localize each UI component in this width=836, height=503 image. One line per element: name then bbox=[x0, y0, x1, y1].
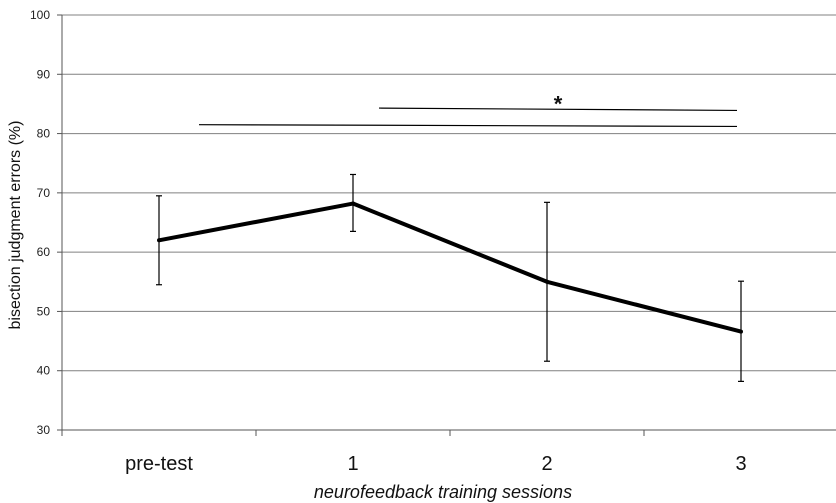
x-tick-label-0: pre-test bbox=[125, 453, 193, 475]
gridlines bbox=[62, 14, 836, 372]
y-tick-label-60: 60 bbox=[37, 245, 51, 259]
y-tick-label-40: 40 bbox=[37, 364, 51, 378]
data-point-0 bbox=[157, 238, 161, 243]
y-tick-label-50: 50 bbox=[37, 304, 51, 318]
data-point-1 bbox=[351, 201, 355, 206]
y-tick-label-70: 70 bbox=[37, 186, 51, 200]
y-axis-ticks: 30 40 50 60 70 80 90 100 bbox=[30, 8, 63, 437]
y-axis-label: bisection judgment errors (%) bbox=[7, 121, 24, 330]
y-tick-label-100: 100 bbox=[30, 8, 50, 22]
series-line bbox=[158, 201, 742, 334]
x-axis-label: neurofeedback training sessions bbox=[314, 482, 572, 502]
y-tick-label-80: 80 bbox=[37, 127, 51, 141]
x-axis: pre-test 1 2 3 bbox=[61, 429, 836, 475]
significance-line-0 bbox=[378, 107, 738, 112]
data-point-3 bbox=[739, 329, 743, 334]
data-series bbox=[157, 201, 743, 334]
significance-brackets: * bbox=[198, 91, 738, 128]
x-tick-label-1: 1 bbox=[347, 453, 358, 475]
x-tick-label-3: 3 bbox=[735, 453, 746, 475]
data-point-2 bbox=[545, 279, 549, 284]
y-tick-label-30: 30 bbox=[37, 423, 51, 437]
significance-marker-0: * bbox=[554, 91, 563, 116]
significance-line-1 bbox=[198, 124, 738, 128]
x-tick-label-2: 2 bbox=[541, 453, 552, 475]
error-bars bbox=[156, 173, 744, 382]
y-tick-label-90: 90 bbox=[37, 67, 51, 81]
